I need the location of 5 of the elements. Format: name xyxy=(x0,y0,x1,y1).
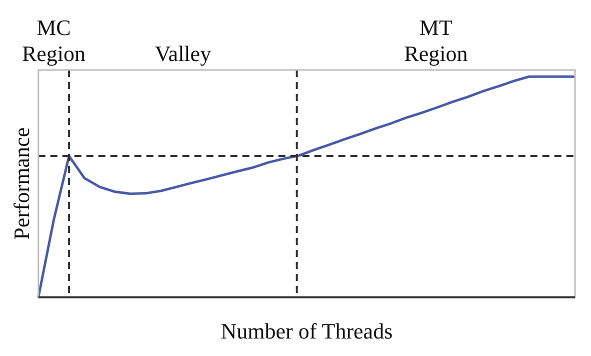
y-axis-title: Performance xyxy=(8,127,34,240)
text: MT Region xyxy=(404,14,468,66)
x-axis-title: Number of Threads xyxy=(220,318,393,344)
text: Valley xyxy=(154,40,212,66)
text: MC Region xyxy=(22,14,86,66)
